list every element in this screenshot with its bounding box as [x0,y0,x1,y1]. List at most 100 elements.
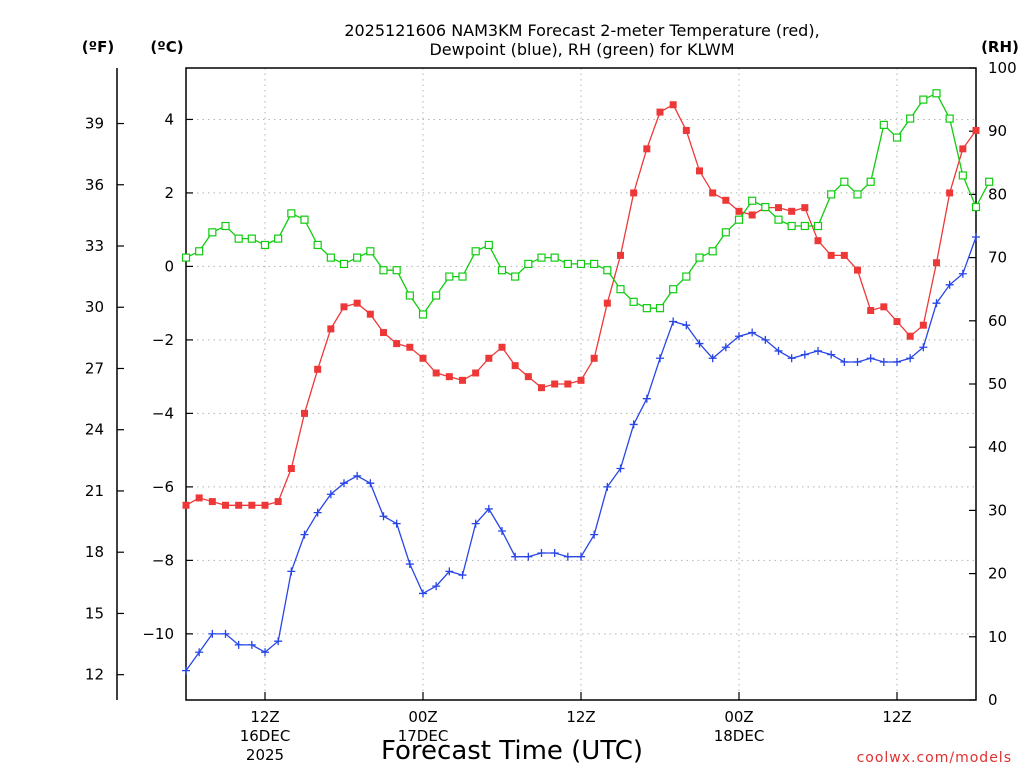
temperature-point [327,325,335,333]
rh-point [866,177,875,186]
rh-point [761,202,770,212]
fahrenheit-tick-label: 33 [85,237,104,255]
temperature-point [919,321,927,329]
temperature-point [696,167,703,175]
rh-point [958,171,967,180]
dewpoint-point [827,350,836,359]
temperature-point [524,373,532,381]
rh-point [484,240,493,250]
rh-point [260,240,270,250]
rh-point [774,215,783,224]
temperature-point [735,207,743,215]
rh-point [458,272,467,281]
rh-point [603,266,612,275]
dewpoint-point [866,354,875,363]
temperature-point [195,494,203,502]
celsius-unit-label: (ºC) [150,38,183,56]
dewpoint-point [708,354,717,363]
dewpoint-point [484,504,493,513]
temperature-point [748,211,756,219]
rh-point [432,291,441,300]
temperature-point [946,189,954,197]
dewpoint-point [353,471,362,480]
dewpoint-point [182,666,190,675]
celsius-tick-label: 0 [164,257,174,275]
temperature-point [235,501,243,509]
dewpoint-point [287,567,296,576]
rh-point [708,247,717,256]
temperature-point [933,259,940,267]
rh-point [800,221,809,231]
rh-point [221,221,230,231]
temperature-point [248,501,256,509]
temperature-point [459,376,466,384]
rh-point [274,234,283,243]
rh-point [511,272,520,281]
rh-point [590,259,599,269]
rh-point [181,253,191,262]
temperature-point [564,380,572,388]
temperature-point [472,369,480,377]
x-tick-label: 12Z [566,708,595,726]
dewpoint-point [392,519,401,528]
temperature-point [617,251,624,259]
temperature-point [669,101,677,109]
temperature-point [775,204,782,212]
dewpoint-point [616,464,625,473]
temperature-point [182,501,190,509]
dewpoint-point [958,269,967,278]
dewpoint-point [932,299,941,308]
dewpoint-point [761,335,770,344]
temperature-point [603,299,611,307]
dewpoint-point [642,394,651,403]
rh-point [524,259,533,269]
x-axis-title: Forecast Time (UTC) [381,736,643,766]
rh-point [840,177,849,186]
axes-layer: −10−8−6−4−202412151821242730333639010203… [85,59,1017,764]
dewpoint-point [261,648,269,657]
temperature-point [222,501,229,509]
x-tick-date-label: 18DEC [714,727,765,745]
temperature-point [630,189,638,197]
x-tick-date-label: 16DEC [240,727,291,745]
temperature-point [366,310,374,318]
temperature-point [643,145,651,153]
temperature-point [854,266,861,274]
rh-tick-label: 80 [988,185,1007,203]
rh-point [576,259,586,269]
fahrenheit-tick-label: 36 [85,176,104,194]
rh-point [234,234,243,243]
rh-point [195,247,204,256]
rh-tick-label: 70 [988,249,1007,267]
temperature-point [827,251,835,259]
temperature-point [340,303,348,311]
temperature-point [261,501,269,509]
dewpoint-point [893,357,901,366]
x-tick-label: 00Z [724,708,753,726]
temperature-point [590,354,598,362]
dewpoint-point [879,357,888,366]
rh-point [405,291,414,300]
temperature-point [972,126,980,134]
rh-point [445,272,454,281]
celsius-tick-label: −8 [152,551,174,569]
celsius-tick-label: 2 [164,184,174,202]
temperature-point [301,409,308,417]
rh-point [247,234,256,243]
fahrenheit-tick-label: 27 [85,359,104,377]
rh-point [813,221,823,231]
dewpoint-point [669,317,678,326]
fahrenheit-tick-label: 21 [85,482,104,500]
rh-point [550,253,559,262]
x-tick-label: 12Z [882,708,911,726]
fahrenheit-tick-label: 18 [85,543,104,561]
rh-point [695,253,704,262]
rh-point [827,190,836,199]
dewpoint-point [814,346,822,355]
temperature-point [406,343,414,351]
rh-point [892,133,902,142]
dewpoint-point [471,519,480,528]
dewpoint-point [603,482,612,491]
celsius-tick-label: −4 [152,404,174,422]
rh-tick-label: 90 [988,122,1007,140]
